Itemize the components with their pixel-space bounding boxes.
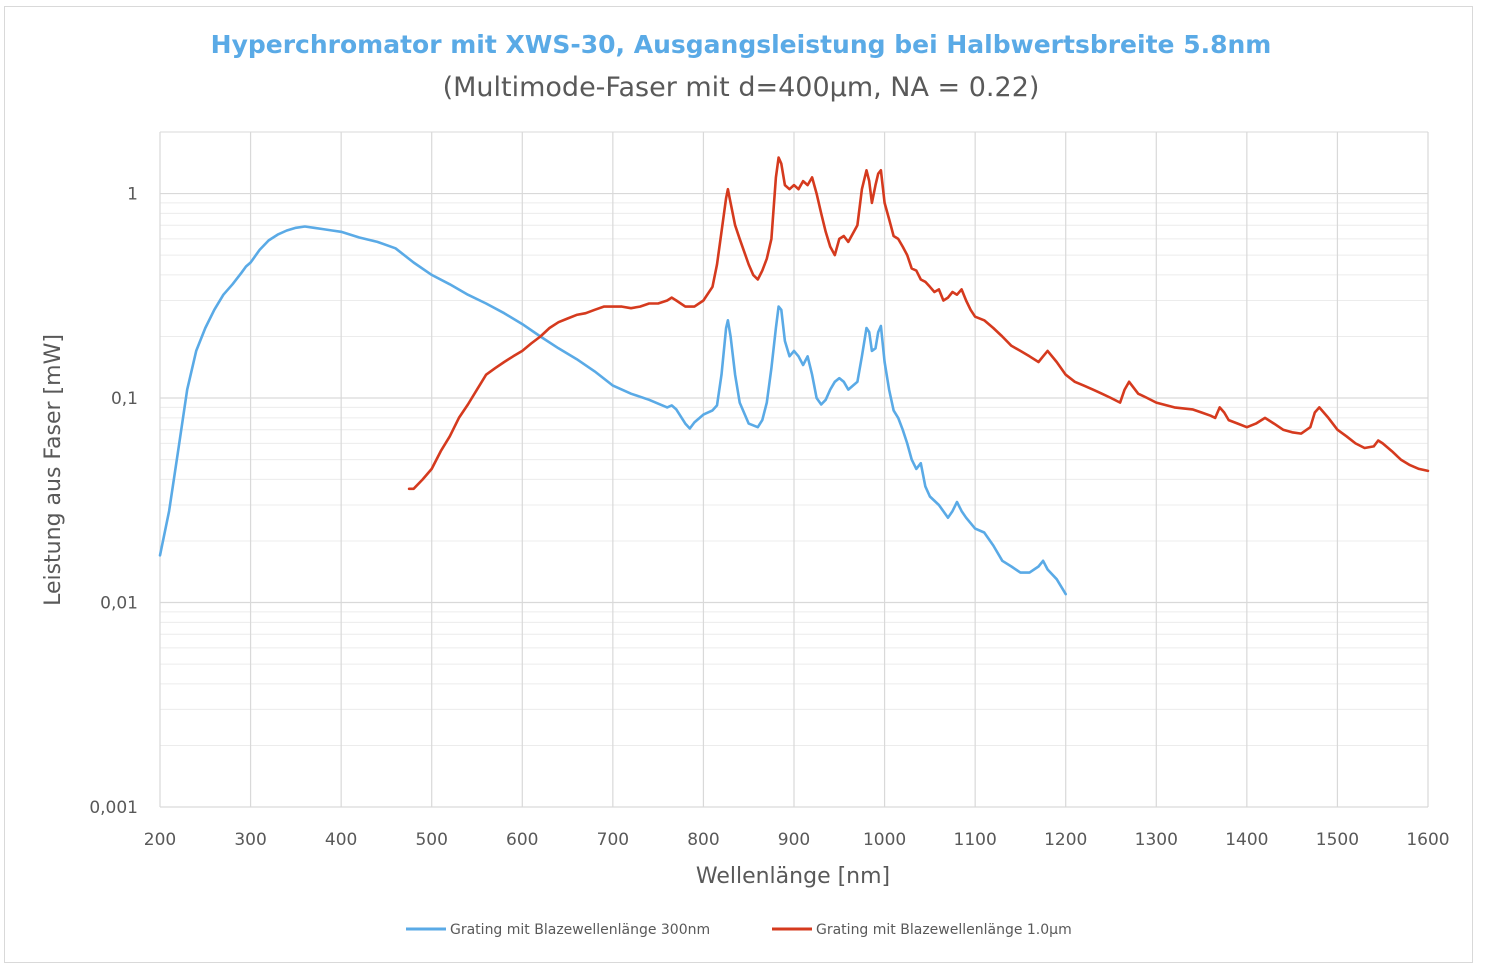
x-tick-label: 1600 — [1406, 830, 1449, 850]
legend: Grating mit Blazewellenlänge 300nm Grati… — [406, 922, 1072, 938]
major-gridlines — [159, 131, 1429, 808]
x-tick-label: 800 — [687, 830, 719, 850]
chart-subtitle: (Multimode-Faser mit d=400µm, NA = 0.22) — [443, 72, 1040, 103]
y-tick-label: 0,001 — [89, 798, 138, 818]
legend-label-300nm: Grating mit Blazewellenlänge 300nm — [450, 922, 710, 938]
series-line-0 — [158, 225, 1067, 596]
x-tick-label: 900 — [778, 830, 810, 850]
series-line-1 — [407, 156, 1430, 491]
x-tick-label: 1500 — [1316, 830, 1359, 850]
x-tick-label: 300 — [234, 830, 266, 850]
x-tick-label: 1100 — [954, 830, 997, 850]
y-tick-labels: 0,001 0,01 0,1 1 — [89, 185, 138, 818]
x-tick-label: 1300 — [1135, 830, 1178, 850]
y-tick-label: 1 — [127, 185, 138, 205]
chart-frame — [4, 6, 1473, 963]
series-layer — [158, 156, 1430, 596]
x-tick-label: 500 — [415, 830, 447, 850]
y-tick-label: 0,1 — [111, 389, 138, 409]
x-tick-label: 400 — [325, 830, 357, 850]
x-tick-label: 600 — [506, 830, 538, 850]
x-tick-label: 700 — [597, 830, 629, 850]
x-tick-labels: 200 300 400 500 600 700 800 900 1000 1100 1200 1300… — [144, 830, 1450, 850]
x-tick-label: 200 — [144, 830, 176, 850]
x-tick-label: 1400 — [1225, 830, 1268, 850]
x-tick-label: 1200 — [1044, 830, 1087, 850]
legend-label-1um: Grating mit Blazewellenlänge 1.0µm — [816, 922, 1072, 938]
x-tick-label: 1000 — [863, 830, 906, 850]
chart-title: Hyperchromator mit XWS-30, Ausgangsleist… — [211, 30, 1272, 59]
y-tick-label: 0,01 — [100, 594, 138, 614]
y-axis-label: Leistung aus Faser [mW] — [41, 334, 66, 606]
x-axis-label: Wellenlänge [nm] — [696, 864, 890, 889]
